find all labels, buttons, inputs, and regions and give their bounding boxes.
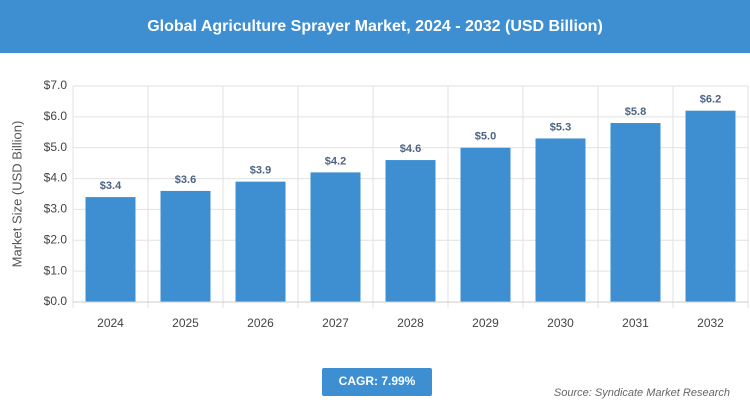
x-tick-label: 2028	[397, 316, 424, 330]
bar	[310, 172, 361, 302]
y-tick-label: $4.0	[44, 171, 68, 185]
y-tick-label: $6.0	[44, 109, 68, 123]
x-tick-label: 2024	[97, 316, 124, 330]
cagr-label: CAGR: 7.99%	[339, 374, 416, 388]
bar	[460, 147, 511, 302]
value-label: $3.9	[250, 165, 271, 177]
bar	[160, 190, 211, 302]
x-tick-label: 2031	[622, 316, 649, 330]
value-label: $4.2	[325, 155, 346, 167]
x-tick-label: 2029	[472, 316, 499, 330]
x-tick-label: 2025	[172, 316, 199, 330]
value-label: $5.0	[475, 131, 496, 143]
y-axis-label: Market Size (USD Billion)	[9, 121, 24, 268]
x-tick-label: 2026	[247, 316, 274, 330]
cagr-box	[322, 368, 432, 396]
value-label: $3.4	[100, 180, 122, 192]
source-note: Source: Syndicate Market Research	[554, 387, 730, 399]
title-banner	[0, 0, 750, 53]
y-tick-label: $1.0	[44, 263, 68, 277]
bar	[685, 110, 736, 302]
value-label: $4.6	[400, 143, 421, 155]
bar	[85, 197, 136, 302]
x-tick-label: 2032	[697, 316, 724, 330]
value-label: $6.2	[700, 94, 721, 106]
value-label: $5.3	[550, 121, 571, 133]
chart-title: Global Agriculture Sprayer Market, 2024 …	[147, 18, 603, 35]
y-tick-label: $2.0	[44, 232, 68, 246]
y-tick-label: $5.0	[44, 140, 68, 154]
bar	[385, 160, 436, 302]
bar	[535, 138, 586, 302]
x-tick-label: 2027	[322, 316, 349, 330]
value-label: $5.8	[625, 106, 646, 118]
bar	[235, 181, 286, 302]
x-tick-label: 2030	[547, 316, 574, 330]
value-label: $3.6	[175, 174, 196, 186]
y-tick-label: $0.0	[44, 294, 68, 308]
y-tick-label: $7.0	[44, 78, 68, 92]
bar	[610, 123, 661, 303]
y-tick-label: $3.0	[44, 202, 68, 216]
